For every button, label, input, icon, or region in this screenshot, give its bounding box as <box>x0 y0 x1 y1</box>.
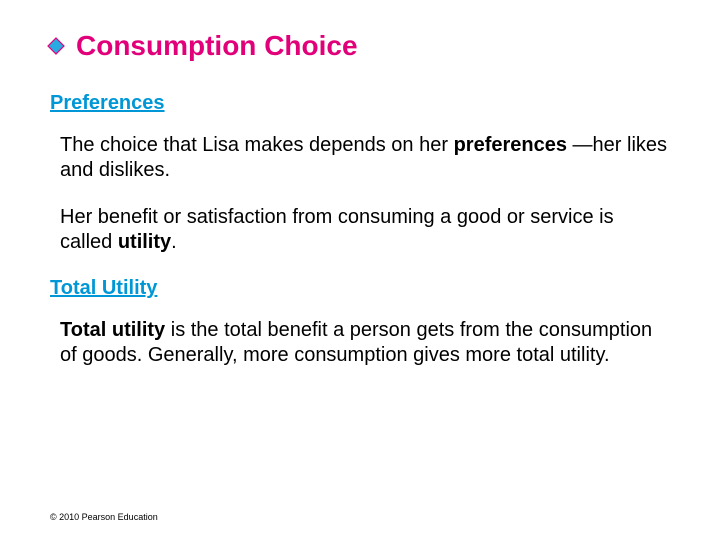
body-paragraph: Total utility is the total benefit a per… <box>60 318 670 368</box>
text-run: . <box>171 231 177 253</box>
bold-text: Total utility <box>60 319 165 341</box>
body-paragraph: Her benefit or satisfaction from consumi… <box>60 205 670 255</box>
section-heading-preferences: Preferences <box>50 92 670 115</box>
section-heading-total-utility: Total Utility <box>50 277 670 300</box>
bold-text: preferences <box>454 134 567 156</box>
page-title: Consumption Choice <box>76 30 358 62</box>
body-paragraph: The choice that Lisa makes depends on he… <box>60 133 670 183</box>
title-row: Consumption Choice <box>46 30 670 62</box>
text-run: The choice that Lisa makes depends on he… <box>60 134 454 156</box>
diamond-bullet-icon <box>46 36 66 56</box>
diamond-shape <box>48 38 64 54</box>
slide: Consumption Choice Preferences The choic… <box>0 0 720 540</box>
bold-text: utility <box>118 231 171 253</box>
copyright-footer: © 2010 Pearson Education <box>50 512 158 522</box>
